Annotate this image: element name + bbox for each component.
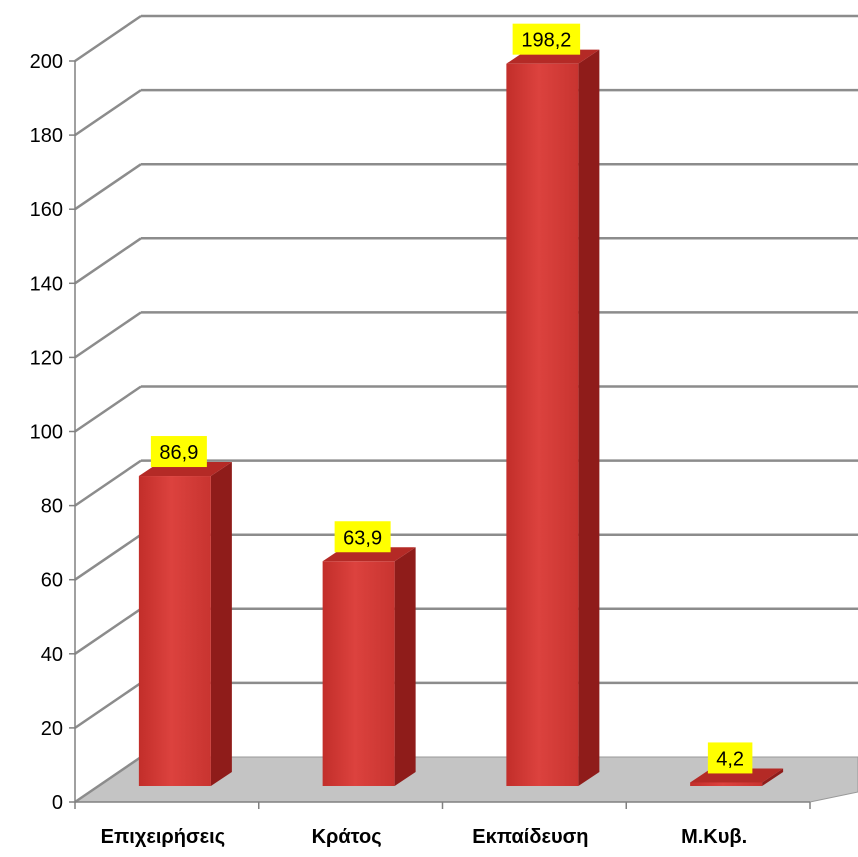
bar-front	[506, 63, 579, 786]
gridline-diagonal	[74, 755, 142, 804]
bar-front	[322, 561, 395, 786]
gridline-diagonal	[74, 14, 142, 63]
category-label: Εκπαίδευση	[472, 826, 588, 848]
y-tick-label: 100	[30, 422, 63, 444]
gridline-diagonal	[74, 607, 142, 655]
y-tick-label: 0	[52, 792, 63, 814]
y-tick-label: 200	[30, 51, 63, 73]
y-tick-label: 80	[41, 496, 63, 518]
gridline-diagonal	[74, 237, 142, 285]
y-tick-label: 140	[30, 273, 63, 295]
data-label-text: 198,2	[521, 30, 571, 52]
gridline-diagonal	[74, 163, 142, 211]
bar	[138, 462, 232, 786]
y-tick-label: 20	[41, 718, 63, 740]
y-tick-label: 180	[30, 125, 63, 147]
bar	[322, 547, 416, 786]
bar-side	[578, 49, 600, 786]
gridlines	[74, 14, 858, 804]
category-label: Επιχειρήσεις	[101, 826, 226, 848]
bars	[138, 49, 784, 786]
data-labels: 86,9 63,9 198,2 4,2	[150, 23, 753, 774]
category-label: Μ.Κυβ.	[681, 826, 747, 848]
bar-front	[138, 476, 211, 786]
x-axis-categories: Επιχειρήσεις Κράτος Εκπαίδευση Μ.Κυβ.	[101, 826, 748, 848]
data-label-background	[334, 521, 391, 553]
data-label-text: 4,2	[716, 748, 744, 770]
bar-side	[394, 547, 416, 786]
gridline-diagonal	[74, 681, 142, 729]
bar-side	[210, 462, 232, 786]
data-label: 86,9	[150, 436, 207, 468]
gridline-diagonal	[74, 89, 142, 137]
gridline-diagonal	[74, 311, 142, 359]
y-tick-label: 120	[30, 347, 63, 369]
bar-side	[762, 768, 784, 786]
data-label-background	[150, 436, 207, 468]
y-axis: 0 20 40 60 80 100 120 140 160 180 200	[30, 51, 811, 814]
y-tick-label: 40	[41, 644, 63, 666]
category-label: Κράτος	[312, 826, 382, 848]
bar-front	[690, 782, 763, 786]
data-label-background	[707, 742, 753, 774]
data-label: 198,2	[512, 23, 581, 55]
data-label: 4,2	[707, 742, 753, 774]
gridline-diagonal	[74, 533, 142, 581]
data-label-text: 86,9	[159, 442, 198, 464]
gridline-diagonal	[74, 385, 142, 433]
data-label-text: 63,9	[343, 527, 382, 549]
gridline-diagonal	[74, 459, 142, 507]
y-tick-label: 60	[41, 570, 63, 592]
data-label: 63,9	[334, 521, 391, 553]
data-label-background	[512, 23, 581, 55]
bar	[506, 49, 600, 786]
y-tick-label: 160	[30, 199, 63, 221]
